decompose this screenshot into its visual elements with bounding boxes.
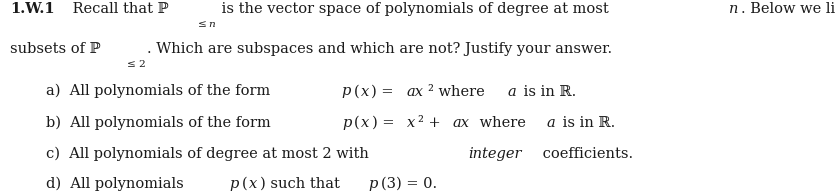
Text: Recall that ℙ: Recall that ℙ (68, 2, 168, 16)
Text: integer: integer (468, 146, 522, 161)
Text: a)  All polynomials of the form: a) All polynomials of the form (46, 84, 275, 99)
Text: c)  All polynomials of degree at most 2 with: c) All polynomials of degree at most 2 w… (46, 146, 374, 161)
Text: n: n (209, 20, 216, 29)
Text: ≤: ≤ (127, 60, 135, 69)
Text: p: p (230, 177, 239, 191)
Text: x: x (407, 116, 415, 130)
Text: d)  All polynomials: d) All polynomials (46, 177, 188, 191)
Text: p: p (369, 177, 378, 191)
Text: ) such that: ) such that (260, 177, 344, 191)
Text: ax: ax (406, 84, 423, 99)
Text: ≤: ≤ (197, 20, 206, 29)
Text: x: x (249, 177, 257, 191)
Text: . Below we list several: . Below we list several (741, 2, 836, 16)
Text: subsets of ℙ: subsets of ℙ (10, 42, 100, 57)
Text: 1.W.1: 1.W.1 (10, 2, 54, 16)
Text: (: ( (354, 116, 359, 130)
Text: is the vector space of polynomials of degree at most: is the vector space of polynomials of de… (217, 2, 614, 16)
Text: (: ( (242, 177, 247, 191)
Text: ² +: ² + (418, 116, 445, 130)
Text: where: where (475, 116, 530, 130)
Text: (: ( (354, 84, 359, 99)
Text: n: n (729, 2, 738, 16)
Text: b)  All polynomials of the form: b) All polynomials of the form (46, 116, 275, 130)
Text: . Which are subspaces and which are not? Justify your answer.: . Which are subspaces and which are not?… (147, 42, 612, 57)
Text: ) =: ) = (372, 116, 399, 130)
Text: a: a (507, 84, 516, 99)
Text: x: x (360, 84, 369, 99)
Text: p: p (342, 116, 351, 130)
Text: is in ℝ.: is in ℝ. (518, 84, 576, 99)
Text: a: a (546, 116, 555, 130)
Text: ² where: ² where (428, 84, 490, 99)
Text: p: p (341, 84, 350, 99)
Text: (3) = 0.: (3) = 0. (381, 177, 437, 191)
Text: is in ℝ.: is in ℝ. (558, 116, 614, 130)
Text: ax: ax (453, 116, 470, 130)
Text: 2: 2 (138, 60, 145, 69)
Text: x: x (361, 116, 370, 130)
Text: coefficients.: coefficients. (538, 146, 633, 161)
Text: ) =: ) = (371, 84, 399, 99)
